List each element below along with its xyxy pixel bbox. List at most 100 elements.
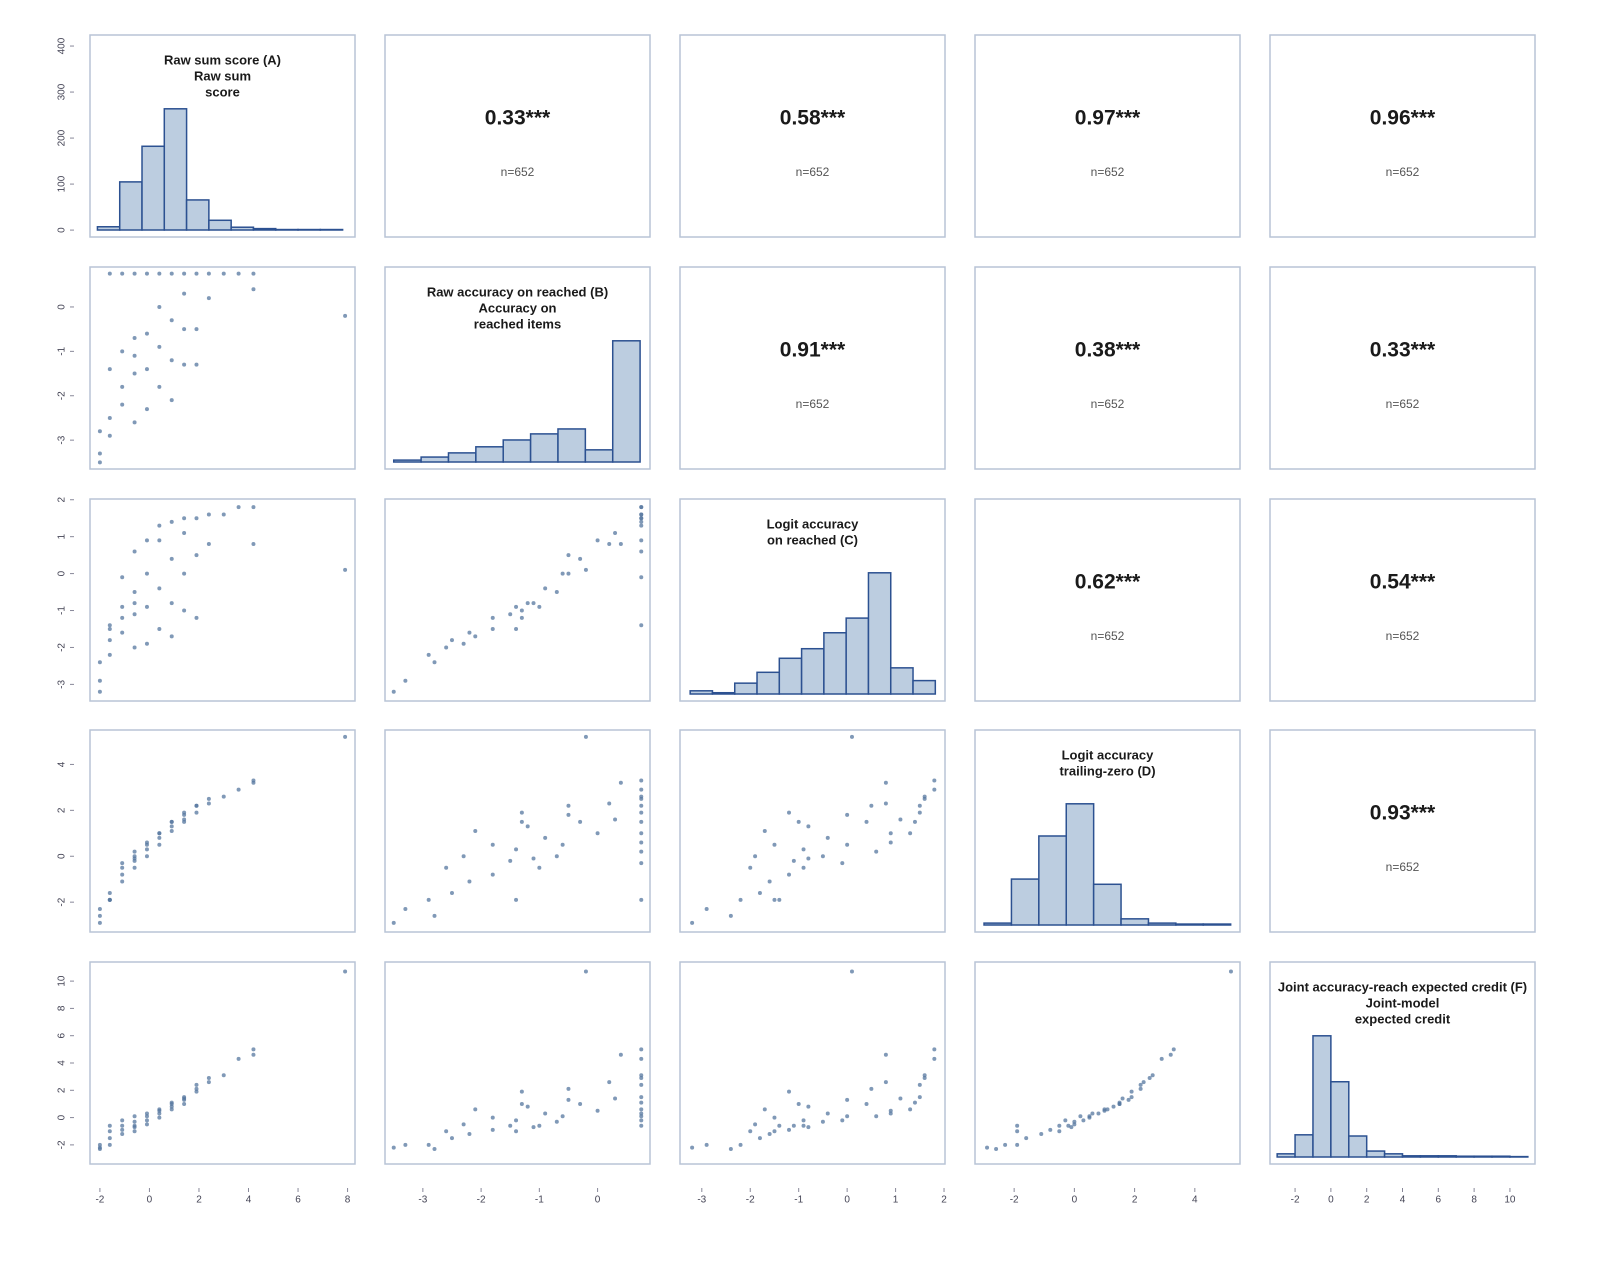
panel [679, 961, 946, 1165]
point [607, 1080, 612, 1085]
point [236, 271, 241, 276]
point [144, 854, 149, 859]
point [772, 1115, 777, 1120]
point [728, 913, 733, 918]
point [820, 1119, 825, 1124]
point [639, 849, 644, 854]
point [403, 1142, 408, 1147]
hist-bar [1010, 878, 1040, 926]
point [543, 835, 548, 840]
variable-label: Joint-model [1366, 995, 1440, 1010]
panel [974, 498, 1241, 702]
point [613, 817, 618, 822]
point [1069, 1125, 1074, 1130]
point [869, 803, 874, 808]
point [849, 734, 854, 739]
point [639, 1095, 644, 1100]
point [519, 1101, 524, 1106]
point [888, 831, 893, 836]
point [97, 920, 102, 925]
panel [1269, 266, 1536, 470]
point [618, 1052, 623, 1057]
point [157, 344, 162, 349]
point [1096, 1111, 1101, 1116]
point [107, 623, 112, 628]
panel [89, 961, 356, 1165]
point [132, 590, 137, 595]
y-tick-label: 200 [57, 129, 68, 146]
point [144, 571, 149, 576]
point [132, 601, 137, 606]
y-tick-label: -2 [57, 1140, 68, 1149]
point [772, 1129, 777, 1134]
y-tick-label: 300 [57, 83, 68, 100]
point [1024, 1136, 1029, 1141]
point [801, 1118, 806, 1123]
point [888, 840, 893, 845]
point [757, 890, 762, 895]
point [531, 856, 536, 861]
hist-bar [1038, 835, 1067, 926]
point [864, 1101, 869, 1106]
point [1066, 1123, 1071, 1128]
point [613, 1096, 618, 1101]
point [801, 1123, 806, 1128]
point [132, 1129, 137, 1134]
point [508, 1123, 513, 1128]
variable-label: expected credit [1355, 1011, 1451, 1026]
point [508, 858, 513, 863]
point [251, 505, 256, 510]
y-tick-label: 2 [57, 1087, 68, 1093]
point [639, 1107, 644, 1112]
hist-bar [983, 922, 1013, 926]
point [917, 1082, 922, 1087]
point [144, 538, 149, 543]
point [1015, 1129, 1020, 1134]
point [690, 920, 695, 925]
point [514, 1129, 519, 1134]
point [206, 801, 211, 806]
y-tick-label: 0 [57, 304, 68, 310]
panel [1269, 34, 1536, 238]
hist-bar [1120, 918, 1150, 926]
point [157, 842, 162, 847]
point [1090, 1111, 1095, 1116]
hist-bar [912, 679, 937, 695]
point [753, 1122, 758, 1127]
point [206, 796, 211, 801]
point [1057, 1123, 1062, 1128]
point [519, 1089, 524, 1094]
point [169, 819, 174, 824]
point [595, 538, 600, 543]
hist-bar [1065, 803, 1095, 926]
point [461, 854, 466, 859]
point [157, 835, 162, 840]
hist-bar [1401, 1155, 1422, 1158]
point [1048, 1127, 1053, 1132]
point [806, 824, 811, 829]
x-tick-label: -2 [477, 1195, 486, 1206]
point [206, 296, 211, 301]
point [738, 1142, 743, 1147]
point [120, 271, 125, 276]
point [639, 897, 644, 902]
point [444, 865, 449, 870]
point [120, 1127, 125, 1132]
point [97, 1142, 102, 1147]
point [560, 571, 565, 576]
point [639, 1047, 644, 1052]
x-tick-label: -2 [1291, 1195, 1300, 1206]
point [796, 1101, 801, 1106]
point [97, 660, 102, 665]
point [772, 842, 777, 847]
point [566, 803, 571, 808]
point [221, 271, 226, 276]
point [132, 856, 137, 861]
point [144, 641, 149, 646]
y-tick-label: -2 [57, 643, 68, 652]
point [391, 689, 396, 694]
panel [89, 729, 356, 933]
x-tick-label: 4 [1192, 1195, 1198, 1206]
point [639, 803, 644, 808]
panel [679, 498, 946, 702]
